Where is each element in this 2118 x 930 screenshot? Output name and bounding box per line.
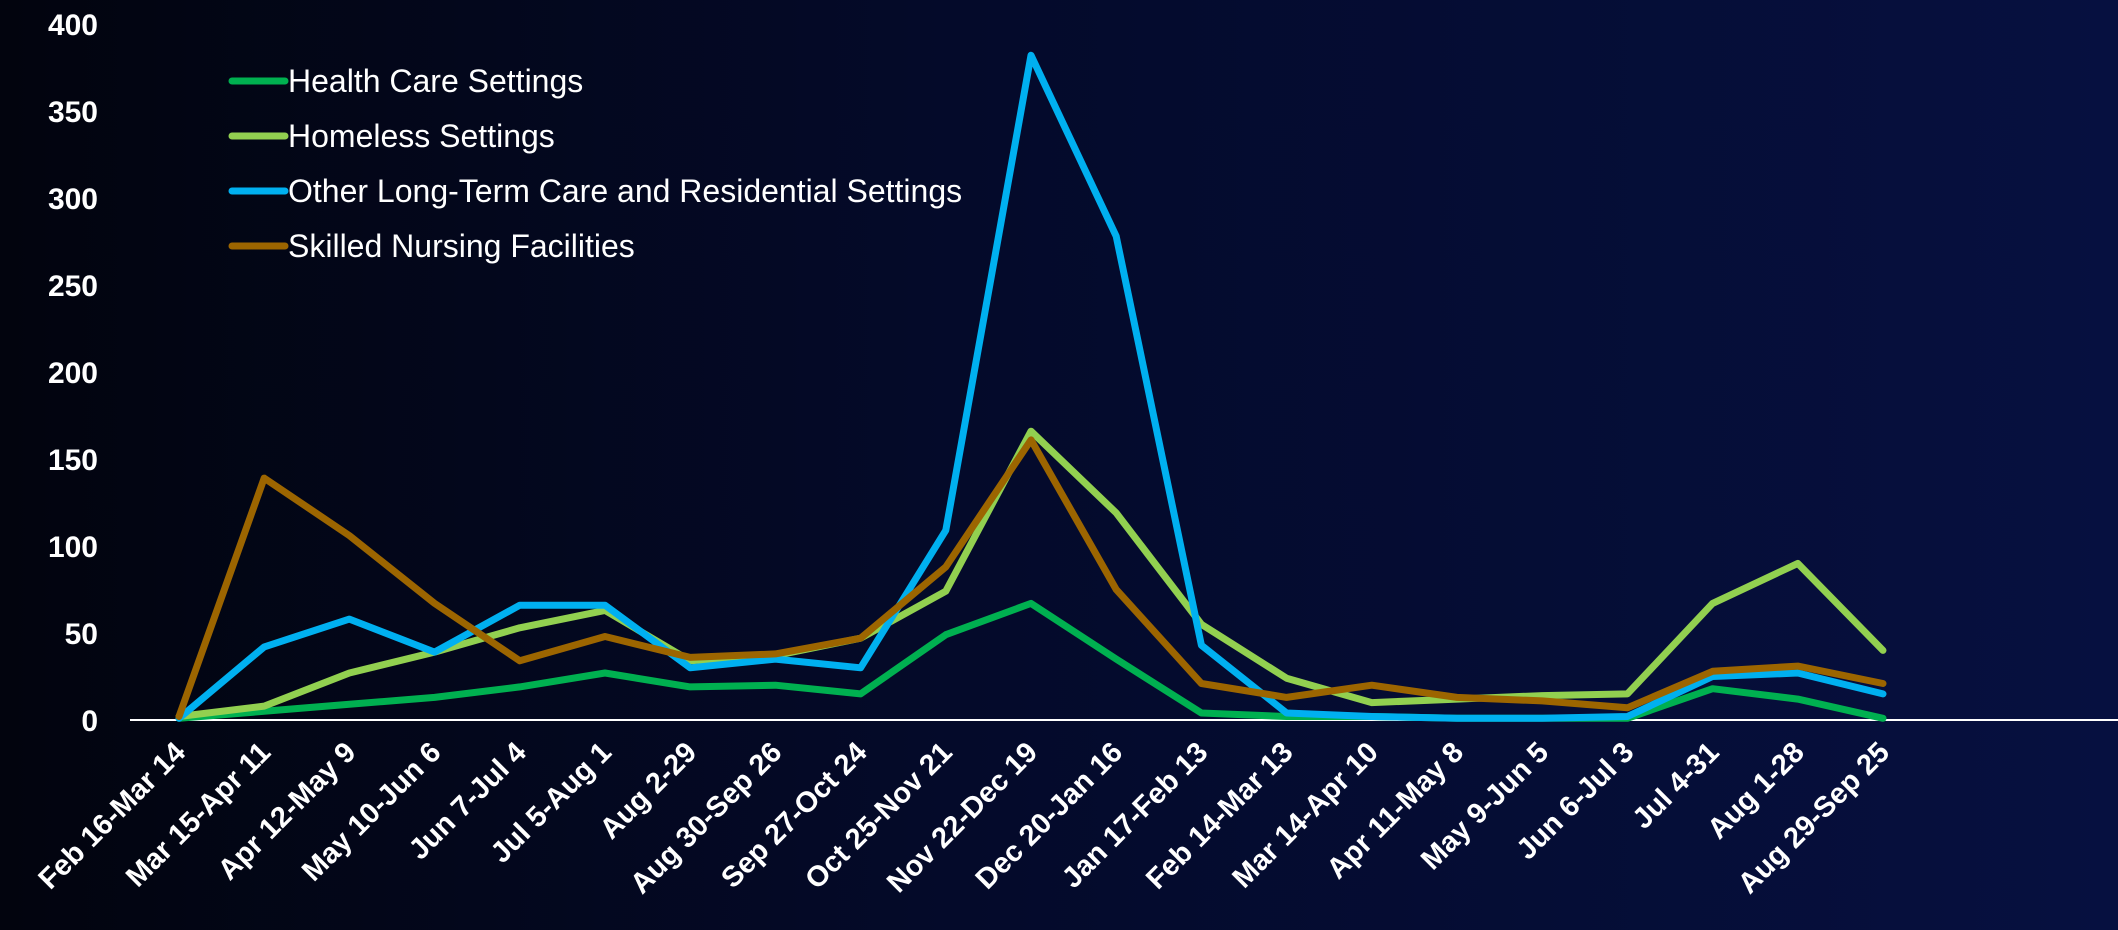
x-tick-label: Mar 15-Apr 11 <box>120 736 277 893</box>
legend-label-other-long-term-care-and-residential-settings: Other Long-Term Care and Residential Set… <box>288 173 962 209</box>
y-tick-label: 400 <box>48 9 98 42</box>
legend-label-skilled-nursing-facilities: Skilled Nursing Facilities <box>288 228 635 264</box>
series-lines <box>175 51 1887 722</box>
series-line-skilled-nursing-facilities <box>175 436 1887 720</box>
y-tick-label: 0 <box>81 705 98 738</box>
x-tick-label: Mar 14-Apr 10 <box>1226 736 1384 894</box>
y-tick-label: 50 <box>65 618 98 651</box>
y-axis: 0 50 100 150 200 250 300 350 400 <box>48 9 98 738</box>
x-tick-label: Aug 30-Sep 26 <box>624 736 788 900</box>
x-tick-label: Feb 16-Mar 14 <box>33 736 192 895</box>
y-tick-label: 250 <box>48 270 98 303</box>
x-tick-label: Nov 22-Dec 19 <box>881 736 1044 899</box>
y-tick-label: 300 <box>48 183 98 216</box>
x-tick-label: Aug 29-Sep 25 <box>1732 736 1896 900</box>
x-tick-label: Dec 20-Jan 16 <box>970 736 1129 895</box>
y-tick-label: 100 <box>48 531 98 564</box>
legend: Health Care Settings Homeless Settings Oth… <box>228 63 962 264</box>
series-line-homeless-settings <box>175 427 1887 720</box>
series-line-other-long-term-care-and-residential-settings <box>175 51 1887 722</box>
legend-label-homeless-settings: Homeless Settings <box>288 118 555 154</box>
y-tick-label: 350 <box>48 96 98 129</box>
x-tick-label: Oct 25-Nov 21 <box>799 736 958 895</box>
x-tick-label: Feb 14-Mar 13 <box>1140 736 1299 895</box>
x-tick-label: Jan 17-Feb 13 <box>1056 736 1214 894</box>
y-tick-label: 200 <box>48 357 98 390</box>
legend-label-health-care-settings: Health Care Settings <box>288 63 583 99</box>
series-line-health-care-settings <box>175 599 1887 722</box>
y-tick-label: 150 <box>48 444 98 477</box>
x-tick-label: Sep 27-Oct 24 <box>715 736 873 894</box>
